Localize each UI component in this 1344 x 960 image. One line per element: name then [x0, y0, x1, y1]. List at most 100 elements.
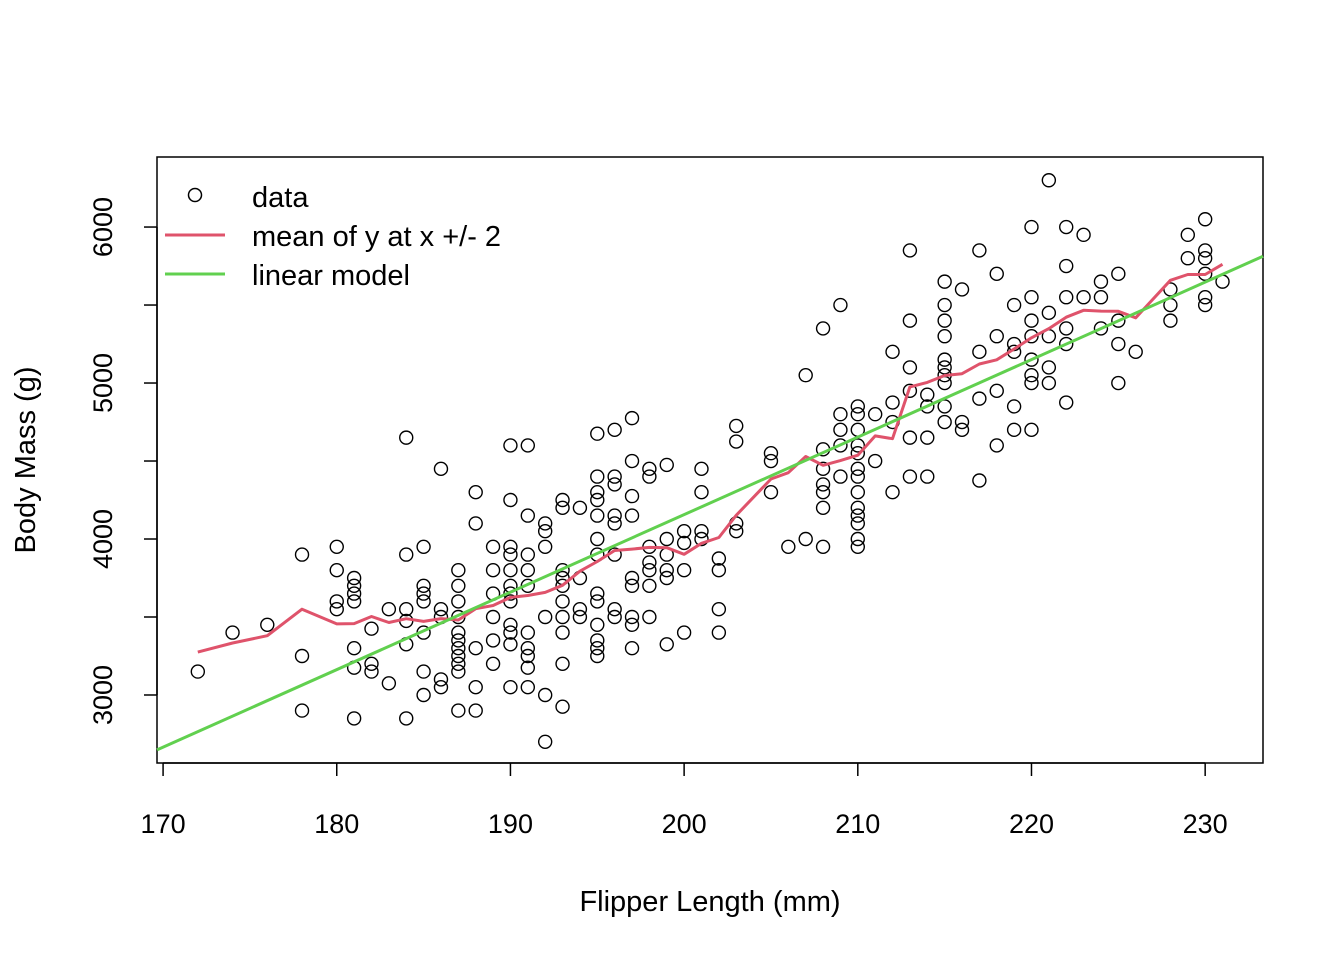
- data-point: [694, 531, 709, 547]
- data-point: [503, 563, 518, 578]
- legend-label-linear: linear model: [252, 260, 410, 292]
- data-point: [1059, 219, 1074, 235]
- data-point: [937, 360, 952, 375]
- data-point: [503, 679, 518, 695]
- data-point: [190, 664, 206, 679]
- data-point: [624, 410, 640, 426]
- data-point: [902, 360, 918, 375]
- data-point: [590, 508, 605, 523]
- data-point: [833, 422, 848, 438]
- data-point: [503, 539, 518, 555]
- legend-label-data: data: [252, 182, 309, 214]
- data-point: [1111, 266, 1126, 282]
- data-point: [503, 547, 518, 562]
- data-point: [451, 625, 466, 640]
- data-point: [676, 535, 692, 551]
- data-point: [1006, 422, 1022, 438]
- data-point: [537, 734, 553, 749]
- data-point: [555, 609, 570, 625]
- data-point: [346, 570, 362, 586]
- data-point: [364, 621, 379, 636]
- data-points: [190, 173, 1230, 749]
- data-point: [815, 485, 831, 500]
- data-point: [711, 563, 727, 578]
- data-point: [503, 625, 518, 640]
- data-point: [416, 594, 431, 609]
- data-point: [1024, 368, 1039, 383]
- data-point: [451, 563, 466, 578]
- data-point: [885, 395, 900, 410]
- data-point: [451, 664, 466, 679]
- x-tick-label: 200: [662, 809, 707, 839]
- data-point: [624, 640, 640, 656]
- data-point: [937, 274, 952, 289]
- data-point: [520, 660, 536, 675]
- data-point: [1059, 321, 1074, 336]
- data-point: [1180, 251, 1195, 266]
- data-point: [1041, 173, 1057, 188]
- data-point: [520, 625, 536, 640]
- linear-model-line: [156, 254, 1264, 752]
- data-point: [590, 594, 605, 609]
- data-point: [451, 648, 466, 664]
- data-point: [711, 601, 727, 617]
- data-point: [590, 633, 605, 648]
- data-point: [624, 578, 640, 594]
- data-point: [607, 609, 622, 625]
- data-point: [937, 414, 952, 430]
- data-point: [451, 633, 466, 648]
- data-point: [1041, 375, 1057, 391]
- data-point: [433, 672, 449, 687]
- data-point: [920, 469, 935, 484]
- data-point: [225, 625, 240, 640]
- data-point: [607, 508, 622, 523]
- data-point: [781, 539, 796, 555]
- data-point: [885, 344, 900, 360]
- data-point: [433, 679, 449, 695]
- data-point: [1006, 297, 1022, 313]
- x-tick-label: 180: [314, 809, 359, 839]
- data-point: [1041, 305, 1057, 321]
- data-point: [676, 524, 692, 539]
- data-point: [572, 609, 588, 625]
- data-point: [260, 617, 275, 632]
- data-point: [590, 485, 605, 500]
- y-tick-label: 6000: [88, 197, 118, 257]
- data-point: [624, 617, 640, 632]
- data-point: [416, 687, 431, 703]
- data-point: [1024, 290, 1039, 305]
- data-point: [537, 524, 553, 539]
- data-point: [902, 469, 918, 484]
- data-point: [815, 321, 831, 336]
- data-point: [607, 469, 622, 484]
- data-point: [763, 485, 779, 500]
- data-point: [346, 594, 362, 609]
- data-point: [468, 679, 483, 695]
- data-point: [850, 531, 866, 547]
- data-point: [399, 547, 414, 562]
- data-point: [590, 648, 605, 664]
- data-point: [850, 446, 866, 461]
- data-point: [815, 477, 831, 492]
- data-point: [329, 563, 344, 578]
- data-point: [642, 469, 657, 484]
- data-point: [937, 297, 952, 313]
- data-point: [537, 687, 553, 703]
- data-point: [902, 243, 918, 258]
- x-tick-label: 210: [835, 809, 880, 839]
- x-axis: 170 180 190 200 210 220 230: [141, 762, 1228, 839]
- data-point: [850, 516, 866, 531]
- data-point: [850, 461, 866, 477]
- data-point: [624, 570, 640, 586]
- data-point: [329, 601, 344, 617]
- data-point: [1093, 274, 1109, 289]
- data-point: [399, 430, 414, 445]
- data-point: [572, 601, 588, 617]
- x-tick-label: 170: [141, 809, 186, 839]
- data-point: [485, 633, 501, 648]
- data-point: [485, 539, 501, 555]
- data-point: [850, 508, 866, 523]
- data-point: [850, 438, 866, 453]
- data-point: [763, 446, 779, 461]
- data-point: [1024, 313, 1039, 328]
